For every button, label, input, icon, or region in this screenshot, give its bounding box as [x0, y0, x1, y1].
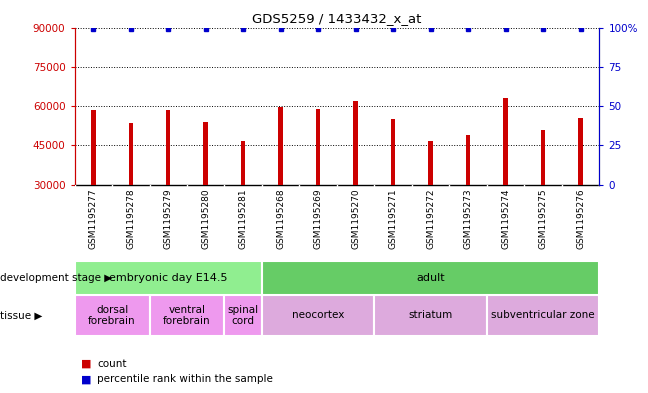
Text: development stage ▶: development stage ▶ [0, 273, 115, 283]
Text: GSM1195270: GSM1195270 [351, 189, 360, 249]
Text: dorsal
forebrain: dorsal forebrain [88, 305, 136, 326]
Text: GSM1195268: GSM1195268 [276, 189, 285, 249]
Text: GSM1195275: GSM1195275 [538, 189, 548, 249]
Text: spinal
cord: spinal cord [227, 305, 259, 326]
Text: striatum: striatum [408, 310, 453, 320]
Text: GSM1195272: GSM1195272 [426, 189, 435, 249]
Text: GSM1195273: GSM1195273 [464, 189, 472, 249]
Text: GSM1195271: GSM1195271 [389, 189, 398, 249]
Bar [262, 261, 599, 295]
Bar [503, 98, 508, 185]
Text: subventricular zone: subventricular zone [491, 310, 595, 320]
Bar [579, 118, 583, 185]
Bar [391, 119, 395, 185]
Bar [150, 295, 224, 336]
Text: GSM1195279: GSM1195279 [164, 189, 173, 249]
Bar [279, 107, 283, 185]
Bar [75, 261, 262, 295]
Text: neocortex: neocortex [292, 310, 344, 320]
Text: percentile rank within the sample: percentile rank within the sample [97, 374, 273, 384]
Bar [91, 110, 95, 185]
Text: GSM1195269: GSM1195269 [314, 189, 323, 249]
Text: GSM1195278: GSM1195278 [126, 189, 135, 249]
Bar [487, 295, 599, 336]
Bar [203, 122, 208, 185]
Text: tissue ▶: tissue ▶ [0, 310, 45, 320]
Text: ■: ■ [81, 374, 91, 384]
Title: GDS5259 / 1433432_x_at: GDS5259 / 1433432_x_at [252, 12, 422, 25]
Text: GSM1195274: GSM1195274 [501, 189, 510, 249]
Bar [541, 130, 546, 185]
Bar [241, 141, 246, 185]
Text: count: count [97, 358, 127, 369]
Text: ■: ■ [81, 358, 91, 369]
Bar [428, 141, 433, 185]
Bar [466, 135, 470, 185]
Text: GSM1195277: GSM1195277 [89, 189, 98, 249]
Bar [166, 110, 170, 185]
Bar [224, 295, 262, 336]
Text: embryonic day E14.5: embryonic day E14.5 [109, 273, 227, 283]
Bar [75, 295, 150, 336]
Text: ventral
forebrain: ventral forebrain [163, 305, 211, 326]
Bar [262, 295, 375, 336]
Text: adult: adult [417, 273, 445, 283]
Bar [353, 101, 358, 185]
Text: GSM1195281: GSM1195281 [238, 189, 248, 249]
Text: GSM1195280: GSM1195280 [202, 189, 210, 249]
Bar [316, 109, 321, 185]
Bar [128, 123, 133, 185]
Bar [375, 295, 487, 336]
Text: GSM1195276: GSM1195276 [576, 189, 585, 249]
